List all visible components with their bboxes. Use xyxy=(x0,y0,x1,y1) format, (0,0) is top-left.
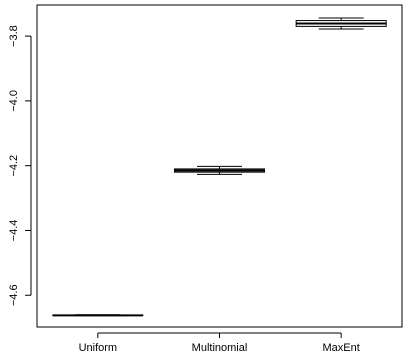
box-multinomial xyxy=(173,165,266,175)
y-tick-label: −4.6 xyxy=(8,284,20,306)
plot-frame xyxy=(36,4,403,328)
y-axis: −4.6 −4.4 −4.2 −4.0 −3.8 xyxy=(8,25,32,306)
box-maxent xyxy=(295,17,387,30)
x-tick-label: Uniform xyxy=(79,342,118,354)
y-tick-label: −4.0 xyxy=(8,90,20,112)
x-axis: Uniform Multinomial MaxEnt xyxy=(79,332,360,354)
y-tick-label: −4.2 xyxy=(8,155,20,177)
box-uniform xyxy=(52,314,144,317)
boxes-layer xyxy=(52,17,387,317)
y-tick-label: −4.4 xyxy=(8,220,20,242)
x-tick-label: MaxEnt xyxy=(323,342,360,354)
y-tick-label: −3.8 xyxy=(8,25,20,47)
x-tick-label: Multinomial xyxy=(192,342,248,354)
